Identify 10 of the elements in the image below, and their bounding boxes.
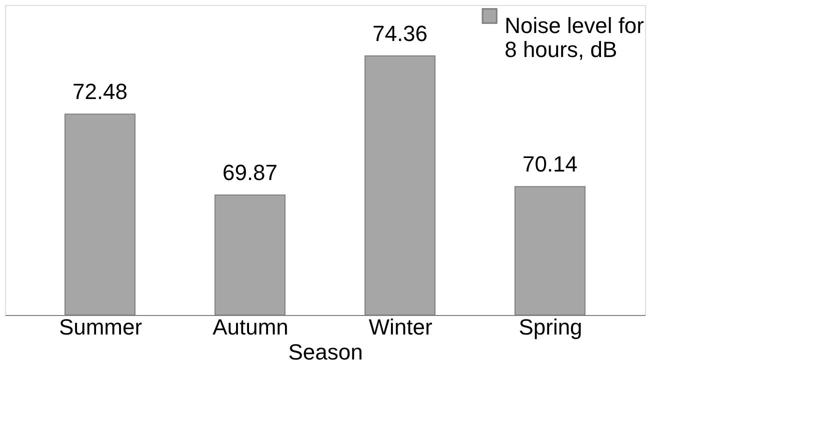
data-label: 72.48: [72, 79, 128, 104]
x-axis-title: Season: [288, 340, 363, 364]
data-label: 70.14: [522, 152, 578, 177]
x-tick-label: Spring: [518, 314, 582, 340]
x-tick-label: Autumn: [212, 314, 288, 340]
data-label: 74.36: [372, 20, 428, 46]
x-tick-label: Winter: [368, 314, 432, 340]
x-tick-label: Summer: [58, 314, 142, 340]
data-label: 69.87: [222, 160, 278, 186]
legend-label: Noise level for 8 hours, dB: [504, 13, 644, 62]
